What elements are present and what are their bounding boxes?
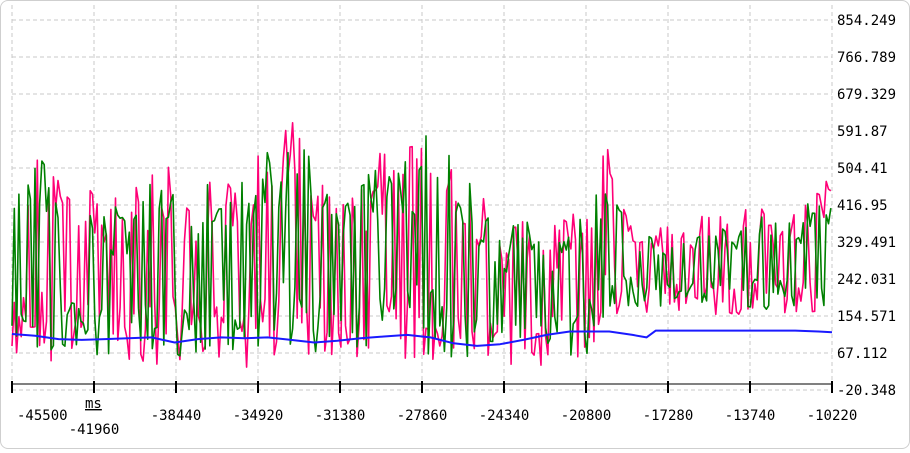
x-tick-label: -27860 bbox=[397, 408, 448, 424]
x-tick-label: -45500 bbox=[17, 408, 68, 424]
x-tick-label: -38440 bbox=[151, 408, 202, 424]
x-tick-label: -10220 bbox=[807, 408, 858, 424]
x-axis-unit-label: ms bbox=[85, 396, 102, 412]
y-tick-label: 416.95 bbox=[837, 198, 888, 214]
y-tick-label: 766.789 bbox=[837, 50, 896, 66]
series-layer bbox=[11, 122, 833, 368]
y-tick-label: 504.41 bbox=[837, 161, 888, 177]
x-tick-label: -24340 bbox=[479, 408, 530, 424]
x-tick-label: -13740 bbox=[725, 408, 776, 424]
y-tick-label: 679.329 bbox=[837, 87, 896, 103]
x-tick-label: -34920 bbox=[233, 408, 284, 424]
axes: -45500-41960 -38440 -34920 -31380 -27860 -243… bbox=[11, 13, 896, 438]
y-tick-label: 591.87 bbox=[837, 124, 888, 140]
y-tick-label: -20.348 bbox=[837, 383, 896, 399]
green-series-line bbox=[11, 135, 832, 358]
x-tick-label: -17280 bbox=[643, 408, 694, 424]
y-tick-label: 329.491 bbox=[837, 235, 896, 251]
blue-series-line bbox=[11, 329, 833, 347]
x-tick-label: -20800 bbox=[561, 408, 612, 424]
y-tick-label: 154.571 bbox=[837, 309, 896, 325]
y-tick-label: 854.249 bbox=[837, 13, 896, 29]
x-tick-label: -41960 bbox=[69, 422, 120, 438]
y-tick-label: 242.031 bbox=[837, 272, 896, 288]
x-tick-label: -31380 bbox=[315, 408, 366, 424]
y-tick-label: 67.112 bbox=[837, 346, 888, 362]
